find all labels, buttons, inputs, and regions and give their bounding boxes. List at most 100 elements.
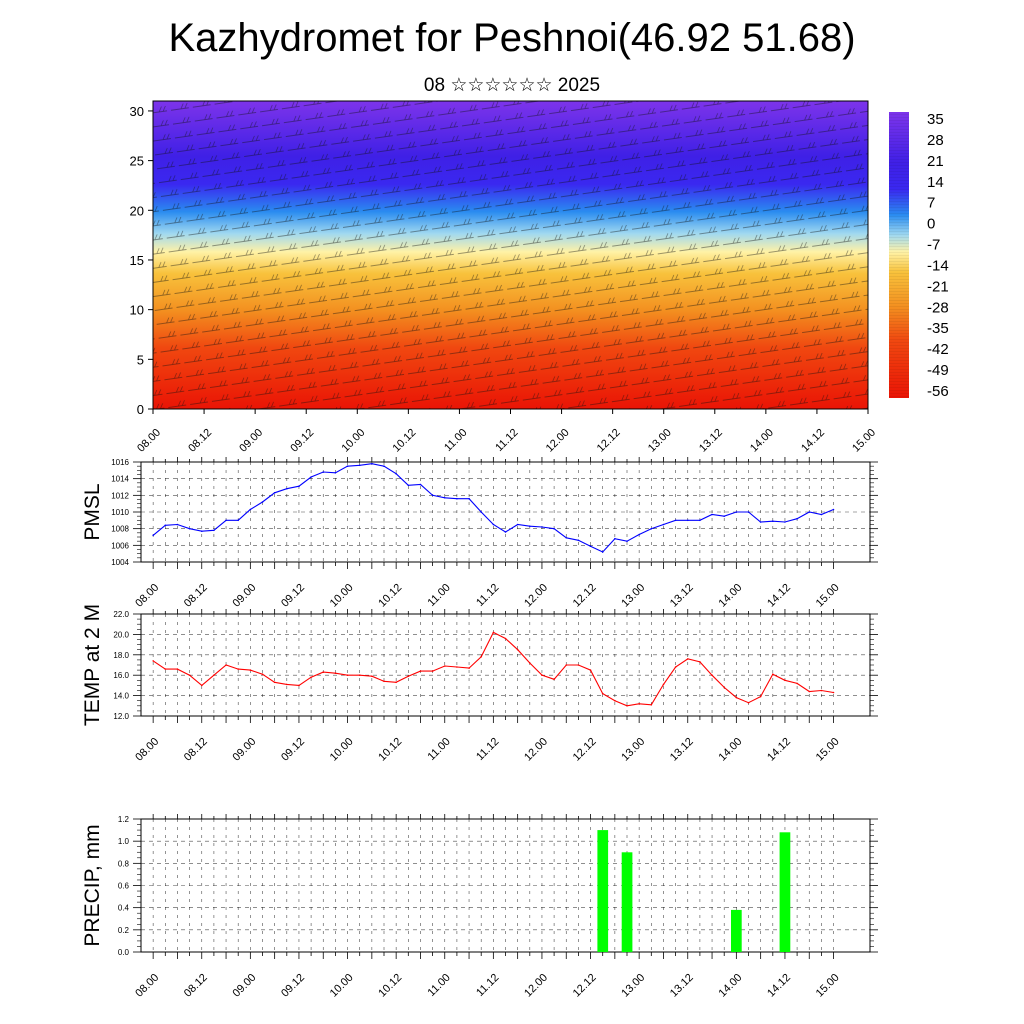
data-point [614, 699, 616, 702]
data-point [772, 673, 774, 675]
data-point [395, 681, 397, 684]
data-point [468, 497, 470, 500]
x-tick-label: 14.00 [717, 972, 745, 1000]
data-point [747, 511, 750, 513]
x-tick-label: 15.00 [814, 736, 842, 764]
heatmap-x-tick-label: 10.12 [391, 427, 419, 455]
data-point [832, 691, 835, 694]
heatmap-y-tick-label: 0 [137, 402, 144, 417]
page-title: Kazhydromet for Peshnoi(46.92 51.68) [168, 16, 856, 60]
data-point [711, 513, 713, 516]
y-tick-label: 14.0 [113, 692, 129, 701]
precip-bar [597, 830, 609, 952]
data-point [492, 523, 495, 526]
data-point [820, 689, 823, 692]
heatmap-y-tick-label: 25 [130, 154, 144, 169]
data-point [504, 531, 507, 533]
x-tick-label: 10.12 [376, 582, 404, 610]
colorbar-label: 28 [927, 132, 944, 149]
data-point [687, 519, 689, 522]
x-tick-label: 13.12 [668, 736, 696, 764]
precip-bar [779, 832, 791, 952]
heatmap-y-tick-label: 15 [130, 253, 144, 268]
x-tick-label: 15.00 [814, 582, 842, 610]
data-point [516, 523, 519, 526]
data-point [553, 678, 555, 681]
data-point [662, 523, 665, 526]
data-point [480, 511, 483, 513]
heatmap-y-tick-label: 30 [130, 104, 144, 119]
heatmap-y-tick-label: 5 [137, 352, 144, 367]
heatmap-x-tick-label: 09.12 [288, 427, 316, 455]
y-tick-label: 1008 [111, 525, 129, 534]
data-point [310, 476, 312, 478]
x-tick-label: 13.00 [619, 582, 647, 610]
heatmap-x-tick-label: 13.12 [697, 427, 725, 455]
heatmap-y-tick-label: 10 [130, 303, 144, 318]
data-point [820, 513, 823, 516]
data-point [589, 669, 592, 671]
data-point [322, 671, 325, 673]
x-tick-label: 08.00 [133, 736, 161, 764]
y-tick-label: 0.2 [118, 926, 130, 935]
data-point [674, 519, 677, 522]
data-point [541, 526, 543, 528]
data-point [577, 539, 580, 542]
x-tick-label: 08.12 [182, 972, 210, 1000]
x-tick-label: 11.12 [474, 736, 501, 763]
x-tick-label: 09.12 [279, 582, 307, 610]
data-point [772, 520, 774, 522]
heatmap-x-tick-label: 13.00 [646, 427, 674, 455]
data-point [723, 686, 725, 689]
data-point [358, 674, 361, 676]
data-point [298, 684, 300, 687]
x-tick-label: 10.00 [328, 972, 356, 1000]
page-subtitle: 08 ☆☆☆☆☆☆ 2025 [423, 75, 601, 96]
data-point [784, 521, 786, 523]
data-point [164, 668, 167, 670]
x-tick-label: 08.00 [133, 582, 161, 610]
data-point [456, 666, 458, 668]
data-point [577, 664, 580, 666]
data-point [553, 527, 555, 530]
data-point [346, 465, 349, 468]
data-point [164, 524, 167, 527]
x-tick-label: 09.00 [231, 736, 259, 764]
data-point [759, 521, 762, 523]
data-point [371, 675, 373, 677]
x-tick-label: 14.12 [765, 736, 793, 764]
y-tick-label: 22.0 [113, 610, 129, 619]
data-point [626, 705, 628, 707]
y-tick-label: 16.0 [113, 671, 129, 680]
y-tick-label: 1004 [111, 558, 129, 567]
data-point [601, 692, 604, 695]
x-tick-label: 09.12 [279, 972, 307, 1000]
x-tick-label: 14.00 [717, 582, 745, 610]
x-tick-label: 11.12 [474, 582, 501, 609]
data-point [176, 668, 179, 670]
data-point [213, 674, 215, 676]
data-point [650, 527, 653, 530]
data-point [334, 472, 337, 474]
data-point [796, 517, 798, 520]
data-point [431, 670, 434, 672]
colorbar-label: -35 [927, 320, 949, 337]
data-point [589, 545, 592, 547]
x-tick-label: 13.12 [668, 582, 696, 610]
data-point [638, 533, 640, 536]
x-tick-label: 08.12 [182, 582, 210, 610]
data-point [456, 497, 458, 500]
data-point [225, 519, 227, 522]
y-axis-title: PRECIP, mm [81, 824, 104, 946]
data-point [711, 674, 713, 676]
colorbar-label: -21 [927, 278, 949, 295]
heatmap-x-tick-label: 12.00 [544, 427, 572, 455]
data-point [492, 631, 495, 634]
data-point [261, 673, 264, 675]
x-tick-label: 13.00 [619, 736, 647, 764]
data-point [747, 701, 750, 704]
x-tick-label: 13.12 [668, 972, 696, 1000]
data-point [614, 537, 616, 540]
data-point [638, 703, 640, 705]
data-point [504, 637, 507, 640]
